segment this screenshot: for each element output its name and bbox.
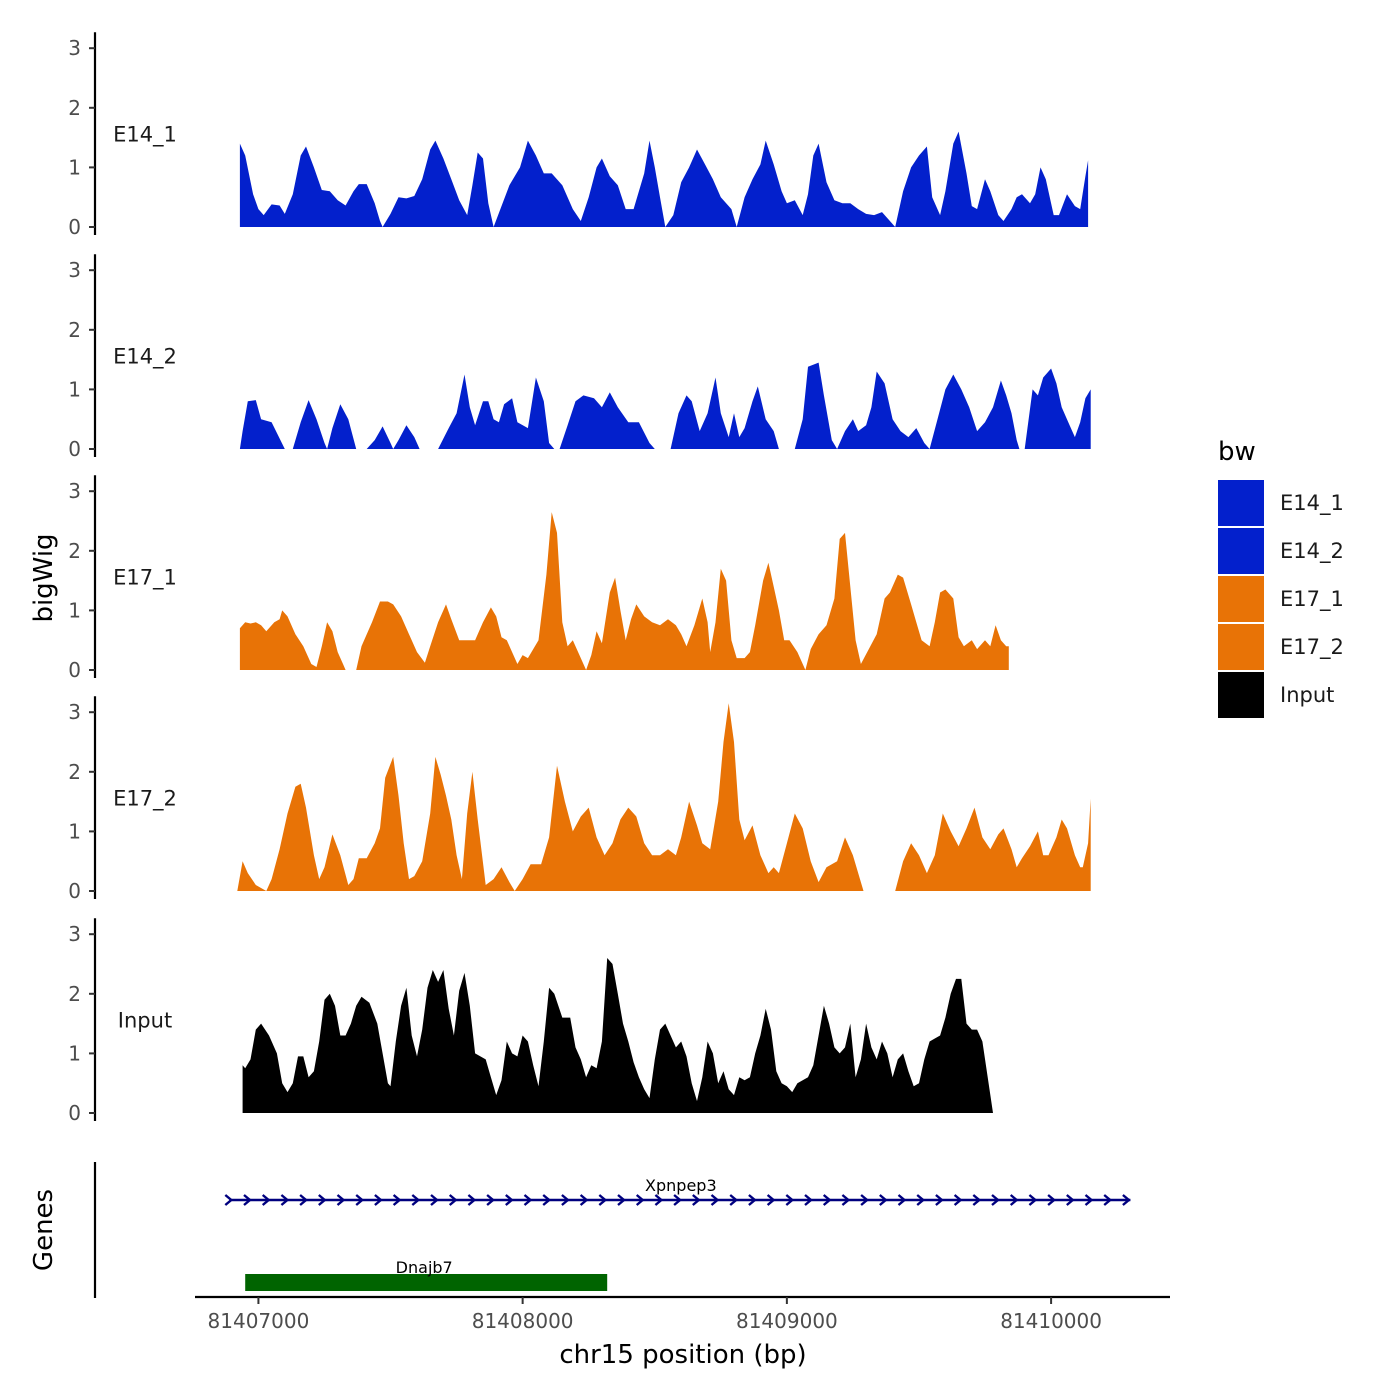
track-label: E14_2 bbox=[113, 345, 177, 370]
x-tick-label: 81408000 bbox=[472, 1309, 574, 1333]
y-tick-label: 2 bbox=[68, 539, 81, 563]
exon-block bbox=[245, 1274, 608, 1291]
genes-axis-title: Genes bbox=[29, 1189, 59, 1271]
track-label: E14_1 bbox=[113, 123, 177, 148]
area-E17_1 bbox=[239, 512, 1009, 670]
x-tick-label: 81407000 bbox=[208, 1309, 310, 1333]
track-label: E17_1 bbox=[113, 566, 177, 591]
track-E17_2: 0 1 2 3 E17_2 bbox=[68, 696, 1091, 903]
y-tick-label: 3 bbox=[68, 258, 81, 282]
legend-label: E17_2 bbox=[1280, 635, 1344, 660]
legend-swatch bbox=[1218, 528, 1264, 574]
y-tick-label: 1 bbox=[68, 377, 81, 401]
area-E17_2 bbox=[237, 703, 1091, 891]
gene-Dnajb7: Dnajb7 bbox=[245, 1258, 608, 1291]
x-tick-label: 81410000 bbox=[1000, 1309, 1102, 1333]
legend-label: Input bbox=[1280, 683, 1334, 707]
track-E14_1: 0 1 2 3 E14_1 bbox=[68, 32, 1089, 239]
y-tick-label: 3 bbox=[68, 36, 81, 60]
genes-panel: Xpnpep3 Dnajb7 bbox=[93, 1162, 1131, 1298]
y-tick-label: 3 bbox=[68, 922, 81, 946]
track-Input: 0 1 2 3 Input bbox=[68, 918, 994, 1125]
signal-tracks: 0 1 2 3 E14_1 0 1 2 3 E14_2 0 1 2 3 E17_1 0 1 2 3 E17_2 0 1 2 3… bbox=[68, 32, 1091, 1125]
track-label: E17_2 bbox=[113, 787, 177, 812]
legend-swatch bbox=[1218, 624, 1264, 670]
area-E14_2 bbox=[239, 362, 1091, 449]
x-axis-title: chr15 position (bp) bbox=[559, 1340, 806, 1370]
y-tick-label: 1 bbox=[68, 1041, 81, 1065]
y-tick-label: 2 bbox=[68, 982, 81, 1006]
x-tick-label: 81409000 bbox=[736, 1309, 838, 1333]
gene-Xpnpep3: Xpnpep3 bbox=[224, 1176, 1131, 1206]
y-tick-label: 1 bbox=[68, 598, 81, 622]
legend-title: bw bbox=[1218, 437, 1256, 467]
x-axis: 81407000 81408000 81409000 81410000 bbox=[195, 1295, 1170, 1333]
legend-swatch bbox=[1218, 576, 1264, 622]
area-Input bbox=[242, 958, 994, 1113]
legend-label: E14_1 bbox=[1280, 491, 1344, 516]
y-tick-label: 3 bbox=[68, 700, 81, 724]
legend-swatch bbox=[1218, 672, 1264, 718]
legend: bw E14_1 E14_2 E17_1 E17_2 Input bbox=[1218, 437, 1344, 718]
gene-label: Xpnpep3 bbox=[645, 1176, 717, 1195]
legend-label: E14_2 bbox=[1280, 539, 1344, 564]
gene-label: Dnajb7 bbox=[396, 1258, 453, 1277]
y-tick-label: 1 bbox=[68, 155, 81, 179]
y-tick-label: 2 bbox=[68, 96, 81, 120]
y-axis-title: bigWig bbox=[29, 533, 59, 622]
y-tick-label: 0 bbox=[68, 658, 81, 682]
track-E14_2: 0 1 2 3 E14_2 bbox=[68, 254, 1091, 461]
legend-label: E17_1 bbox=[1280, 587, 1344, 612]
y-tick-label: 2 bbox=[68, 760, 81, 784]
y-tick-label: 1 bbox=[68, 819, 81, 843]
strand-arrows bbox=[224, 1194, 1131, 1206]
area-E14_1 bbox=[239, 131, 1089, 227]
y-tick-label: 0 bbox=[68, 1101, 81, 1125]
track-E17_1: 0 1 2 3 E17_1 bbox=[68, 475, 1009, 682]
y-tick-label: 0 bbox=[68, 215, 81, 239]
y-tick-label: 2 bbox=[68, 318, 81, 342]
y-tick-label: 0 bbox=[68, 437, 81, 461]
y-tick-label: 0 bbox=[68, 879, 81, 903]
y-tick-label: 3 bbox=[68, 479, 81, 503]
track-label: Input bbox=[118, 1009, 172, 1033]
legend-swatch bbox=[1218, 480, 1264, 526]
